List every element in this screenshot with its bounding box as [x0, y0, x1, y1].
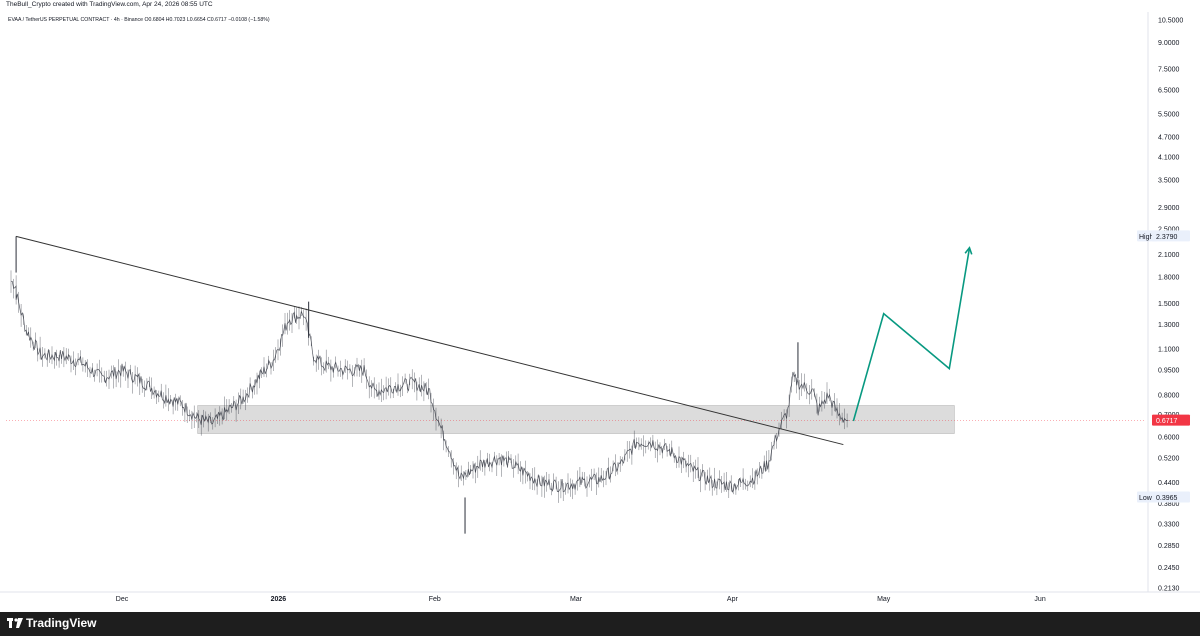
projection-path — [852, 247, 971, 422]
y-tick-label: 3.5000 — [1158, 178, 1180, 185]
y-tick-label: 0.3300 — [1158, 522, 1180, 529]
price-label-box — [1152, 230, 1190, 242]
price-label-value: 0.3965 — [1156, 495, 1178, 502]
y-tick-label: 1.5000 — [1158, 301, 1180, 308]
y-tick-label: 4.7000 — [1158, 135, 1180, 142]
y-tick-label: 0.2130 — [1158, 586, 1180, 593]
price-label-name: High — [1139, 234, 1154, 241]
price-label-name: Low — [1139, 495, 1153, 502]
chart-area[interactable]: EVAA / TetherUS PERPETUAL CONTRACT · 4h … — [0, 12, 1200, 612]
x-tick-label: May — [877, 596, 891, 603]
y-tick-label: 4.1000 — [1158, 155, 1180, 162]
y-tick-label: 0.4400 — [1158, 480, 1180, 487]
y-tick-label: 0.3800 — [1158, 501, 1180, 508]
x-tick-label: Mar — [570, 596, 583, 603]
x-tick-label: Apr — [727, 596, 739, 603]
price-line — [10, 280, 849, 493]
chart-legend: EVAA / TetherUS PERPETUAL CONTRACT · 4h … — [8, 17, 270, 23]
support-zone — [197, 405, 955, 434]
y-tick-label: 0.5200 — [1158, 455, 1180, 462]
y-tick-label: 1.8000 — [1158, 274, 1180, 281]
y-tick-label: 5.5000 — [1158, 112, 1180, 119]
y-tick-label: 0.2450 — [1158, 565, 1180, 572]
y-tick-label: 0.6000 — [1158, 435, 1180, 442]
y-tick-label: 2.9000 — [1158, 205, 1180, 212]
footer-brand: TradingView — [26, 616, 97, 630]
projection-arrowhead — [964, 246, 973, 255]
y-tick-label: 10.5000 — [1158, 18, 1183, 25]
y-tick-label: 0.9500 — [1158, 368, 1180, 375]
y-tick-label: 6.5000 — [1158, 87, 1180, 94]
y-tick-label: 1.3000 — [1158, 322, 1180, 329]
price-label-value: 2.3790 — [1156, 234, 1178, 241]
y-tick-label: 1.1000 — [1158, 346, 1180, 353]
descending-trendline — [15, 235, 844, 446]
price-label-value: 0.6717 — [1156, 418, 1178, 425]
y-tick-label: 9.0000 — [1158, 40, 1180, 47]
y-tick-label: 7.5000 — [1158, 67, 1180, 74]
y-tick-label: 2.5000 — [1158, 227, 1180, 234]
x-tick-label: Dec — [116, 596, 129, 603]
tradingview-logo-icon — [7, 618, 23, 628]
footer-bar: TradingView — [0, 612, 1200, 636]
y-tick-label: 0.8000 — [1158, 393, 1180, 400]
x-tick-label: 2026 — [271, 596, 287, 603]
price-chart[interactable]: EVAA / TetherUS PERPETUAL CONTRACT · 4h … — [0, 12, 1200, 612]
price-label-box — [1152, 491, 1190, 503]
x-tick-label: Jun — [1034, 596, 1045, 603]
x-tick-label: Feb — [429, 596, 441, 603]
top-caption-bar: TheBull_Crypto created with TradingView.… — [0, 0, 1200, 12]
y-tick-label: 0.2850 — [1158, 543, 1180, 550]
price-label-box — [1152, 414, 1190, 426]
y-tick-label: 2.1000 — [1158, 252, 1180, 259]
chart-caption: TheBull_Crypto created with TradingView.… — [6, 1, 213, 8]
